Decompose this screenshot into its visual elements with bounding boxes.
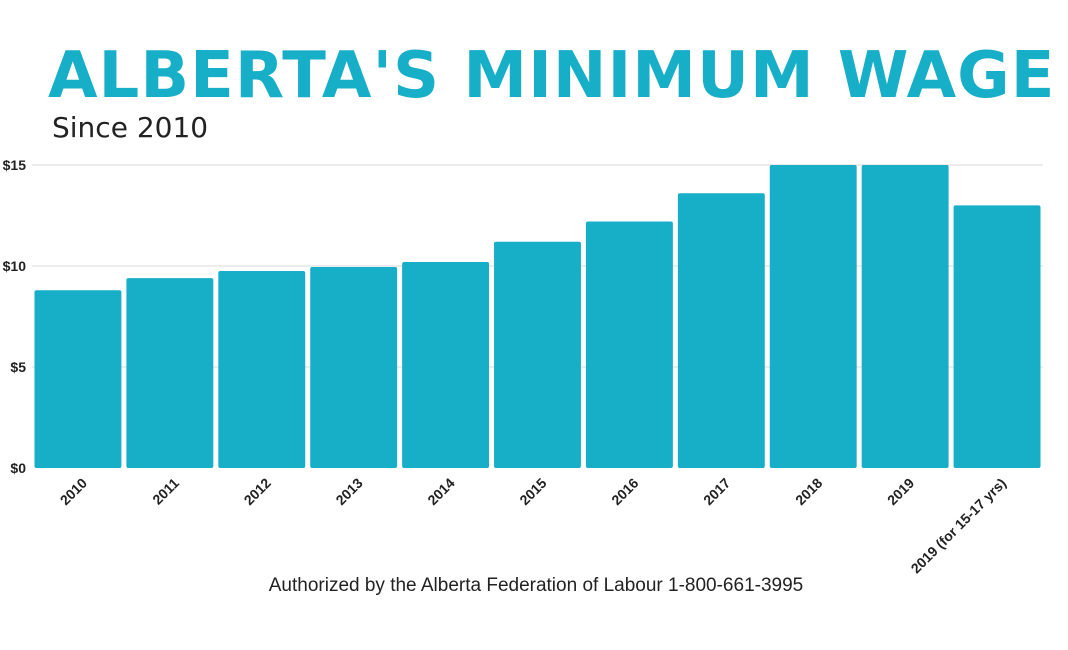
bar [953,205,1041,468]
bar [769,165,857,468]
x-tick-label: 2017 [700,475,733,508]
y-tick-label: $5 [10,359,26,375]
bar [861,165,949,468]
bar [402,261,490,468]
x-tick-label: 2019 (for 15-17 yrs) [908,475,1010,577]
bar [218,271,306,468]
x-tick-label: 2019 [884,475,917,508]
authorization-footer: Authorized by the Alberta Federation of … [268,575,804,596]
x-tick-label: 2012 [241,475,274,508]
y-tick-label: $10 [3,258,27,274]
chart-subtitle: Since 2010 [52,111,209,144]
bar [126,278,214,468]
x-tick-label: 2013 [332,475,365,508]
y-tick-label: $0 [10,460,26,476]
chart-title: ALBERTA'S MINIMUM WAGE [48,39,1056,113]
bar [494,241,581,468]
bar [677,193,765,468]
y-tick-label: $15 [3,157,27,173]
x-tick-label: 2011 [149,475,182,508]
x-tick-label: 2018 [792,475,825,508]
x-tick-label: 2015 [516,475,549,508]
bar [585,221,673,468]
bar [310,267,398,468]
x-tick-label: 2014 [424,475,457,508]
x-tick-label: 2016 [608,475,641,508]
x-tick-label: 2010 [57,475,90,508]
bar [34,290,122,468]
